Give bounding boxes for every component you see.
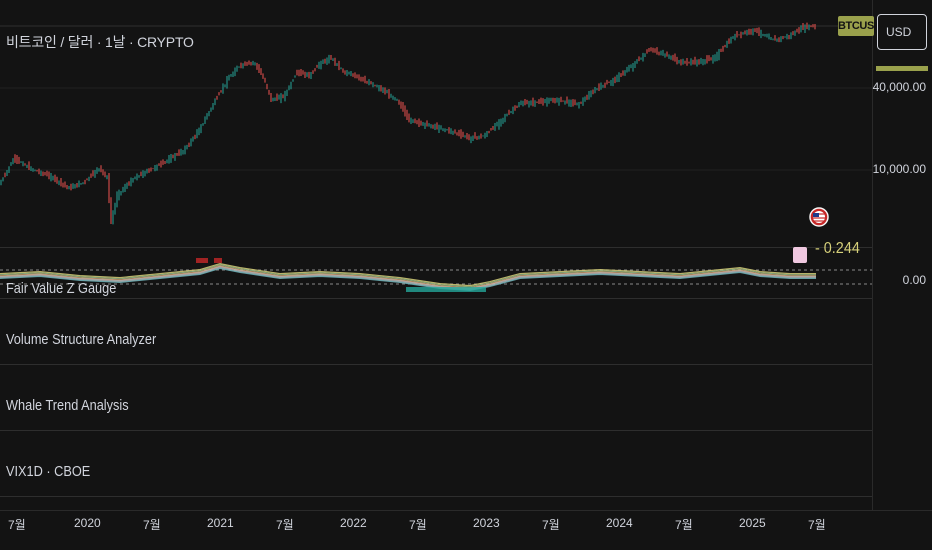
pane-separator[interactable]: [0, 430, 932, 431]
price-chart: [0, 22, 872, 292]
us-flag-icon[interactable]: [809, 205, 829, 239]
price-label: 0.00: [902, 273, 926, 287]
gauge-line: [0, 262, 816, 287]
indicator-label-volume-structure[interactable]: Volume Structure Analyzer: [6, 331, 157, 348]
time-tick: 7월: [808, 518, 826, 532]
time-tick: 7월: [276, 518, 294, 532]
price-label: 40,000.00: [872, 80, 926, 94]
time-tick: 7월: [542, 518, 560, 532]
time-tick: 7월: [143, 518, 161, 532]
indicator-label-vix1d[interactable]: VIX1D · CBOE: [6, 463, 91, 480]
gauge-extreme-band: [214, 258, 222, 263]
time-tick: 7월: [409, 518, 427, 532]
pane-separator[interactable]: [0, 247, 932, 248]
gauge-extreme-band: [196, 258, 208, 263]
pane-separator[interactable]: [0, 496, 932, 497]
gauge-value-label: - 0.244: [815, 240, 860, 257]
currency-button[interactable]: USD: [877, 14, 927, 50]
pane-separator[interactable]: [0, 298, 932, 299]
time-tick: 2025: [739, 516, 766, 530]
time-tick: 7월: [8, 518, 26, 532]
pane-separator[interactable]: [0, 364, 932, 365]
time-axis[interactable]: 7월 2020 7월 2021 7월 2022 7월 2023 7월 2024 …: [0, 510, 932, 550]
chart-title[interactable]: 비트코인 / 달러 · 1날 · CRYPTO: [6, 34, 194, 50]
time-tick: 2022: [340, 516, 367, 530]
gauge-line: [0, 264, 816, 288]
price-label: 10,000.00: [872, 162, 926, 176]
time-tick: 2021: [207, 516, 234, 530]
time-tick: 2023: [473, 516, 500, 530]
gauge-extreme-band: [406, 287, 486, 292]
current-price-marker: [876, 66, 928, 71]
gauge-line: [0, 265, 816, 289]
time-tick: 7월: [675, 518, 693, 532]
candlestick-series: [0, 22, 816, 225]
symbol-badge: BTCUSD: [838, 16, 882, 36]
indicator-label-whale-trend[interactable]: Whale Trend Analysis: [6, 397, 129, 414]
indicator-label-fair-value[interactable]: Fair Value Z Gauge: [6, 280, 117, 297]
time-tick: 2024: [606, 516, 633, 530]
time-tick: 2020: [74, 516, 101, 530]
price-scale[interactable]: 40,000.00 10,000.00 0.00: [872, 0, 932, 510]
event-marker-icon[interactable]: [793, 247, 807, 263]
gauge-series: [0, 258, 816, 292]
